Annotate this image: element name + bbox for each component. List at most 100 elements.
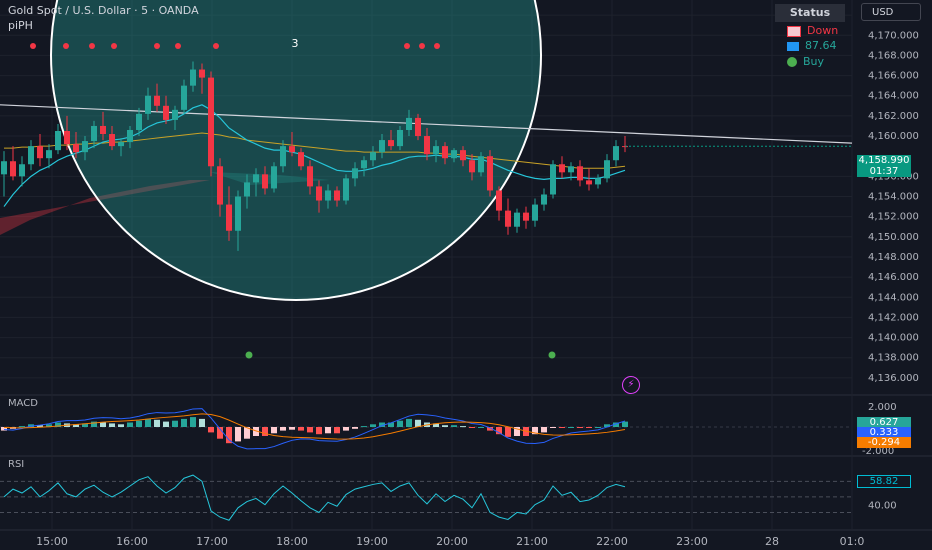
candle-body: [586, 180, 592, 185]
price-axis-label: 4,162.000: [868, 111, 919, 122]
candle-body: [550, 164, 556, 195]
symbol-title[interactable]: Gold Spot / U.S. Dollar · 5 · OANDA: [8, 4, 199, 17]
macd-histogram-bar: [532, 427, 538, 435]
candle-body: [190, 69, 196, 86]
price-axis-label: 4,154.000: [868, 192, 919, 203]
candle-body: [73, 144, 79, 153]
price-axis-label: 4,152.000: [868, 212, 919, 223]
macd-histogram-bar: [622, 421, 628, 427]
status-row-signal: Down: [787, 24, 838, 38]
macd-histogram-bar: [217, 427, 223, 439]
macd-histogram-bar: [388, 422, 394, 427]
candle-body: [235, 196, 241, 231]
candle-body: [118, 142, 124, 147]
macd-histogram-bar: [82, 423, 88, 427]
macd-axis-label: -2.000: [862, 446, 894, 457]
time-axis-label: 17:00: [196, 535, 228, 548]
candle-body: [208, 77, 214, 167]
price-axis-label: 4,144.000: [868, 292, 919, 303]
signal-dot-sell: [89, 43, 95, 49]
candle-body: [55, 131, 61, 151]
candle-body: [172, 109, 178, 120]
macd-histogram-bar: [343, 427, 349, 431]
candle-body: [424, 136, 430, 155]
candle-body: [136, 113, 142, 130]
macd-histogram-bar: [235, 427, 241, 442]
macd-histogram-bar: [595, 427, 601, 428]
macd-histogram-bar: [352, 427, 358, 429]
status-value-label: 87.64: [805, 39, 837, 52]
price-axis-label: 4,170.000: [868, 30, 919, 41]
rsi-line: [3, 474, 626, 521]
candle-body: [100, 125, 106, 135]
macd-histogram-bar: [433, 423, 439, 427]
candle-body: [379, 140, 385, 153]
candle-body: [37, 146, 43, 159]
sma-line: [4, 132, 626, 169]
macd-histogram-bar: [271, 427, 277, 434]
candle-body: [199, 69, 205, 78]
signal-dot-sell: [30, 43, 36, 49]
candle-body: [568, 166, 574, 173]
candle-body: [523, 212, 529, 221]
macd-histogram-bar: [145, 418, 151, 427]
price-axis-label: 4,138.000: [868, 353, 919, 364]
macd-label[interactable]: MACD: [8, 398, 38, 409]
macd-histogram-bar: [190, 417, 196, 427]
candle-body: [487, 156, 493, 191]
signal-dot-sell: [111, 43, 117, 49]
indicator-name[interactable]: piPH: [8, 19, 33, 32]
time-axis-label: 21:00: [516, 535, 548, 548]
macd-histogram-bar: [586, 427, 592, 428]
signal-dot-sell: [154, 43, 160, 49]
macd-histogram-bar: [415, 419, 421, 427]
macd-histogram-bar: [19, 426, 25, 428]
currency-button[interactable]: USD: [861, 3, 921, 21]
highlight-circle: [50, 0, 542, 301]
rsi-label[interactable]: RSI: [8, 459, 25, 470]
macd-histogram-bar: [604, 424, 610, 427]
price-axis-label: 4,136.000: [868, 373, 919, 384]
macd-histogram-bar: [262, 427, 268, 436]
candle-body: [433, 146, 439, 155]
signal-dot-buy: [245, 351, 253, 359]
status-row-value: 87.64: [787, 39, 837, 53]
candle-body: [325, 190, 331, 201]
candle-body: [307, 166, 313, 187]
candle-body: [64, 131, 70, 145]
macd-histogram-bar: [370, 424, 376, 427]
trend-line: [0, 104, 853, 144]
macd-histogram-bar: [577, 427, 583, 428]
macd-histogram-bar: [478, 427, 484, 428]
candle-body: [109, 134, 115, 147]
candle-body: [388, 140, 394, 147]
signal-dot-buy: [548, 351, 556, 359]
signal-dot-sell: [404, 43, 410, 49]
candle-body: [469, 160, 475, 173]
candle-body: [496, 190, 502, 211]
candle-body: [343, 178, 349, 201]
macd-histogram-bar: [361, 426, 367, 428]
candle-body: [91, 125, 97, 142]
candle-body: [127, 129, 133, 143]
circle-count-label: 3: [292, 37, 299, 50]
lightning-icon[interactable]: ⚡: [622, 376, 640, 394]
price-axis-label: 4,142.000: [868, 312, 919, 323]
macd-histogram-bar: [181, 418, 187, 427]
macd-histogram-bar: [46, 424, 52, 427]
macd-histogram-bar: [442, 425, 448, 427]
macd-histogram-bar: [541, 427, 547, 433]
candle-body: [406, 117, 412, 130]
macd-histogram-bar: [460, 426, 466, 428]
price-axis-label: 4,168.000: [868, 50, 919, 61]
candle-body: [460, 150, 466, 161]
time-axis-label: 22:00: [596, 535, 628, 548]
status-header: Status: [775, 4, 845, 22]
macd-histogram-bar: [613, 422, 619, 427]
macd-histogram-bar: [127, 422, 133, 427]
macd-histogram-bar: [496, 427, 502, 435]
signal-dot-sell: [175, 43, 181, 49]
